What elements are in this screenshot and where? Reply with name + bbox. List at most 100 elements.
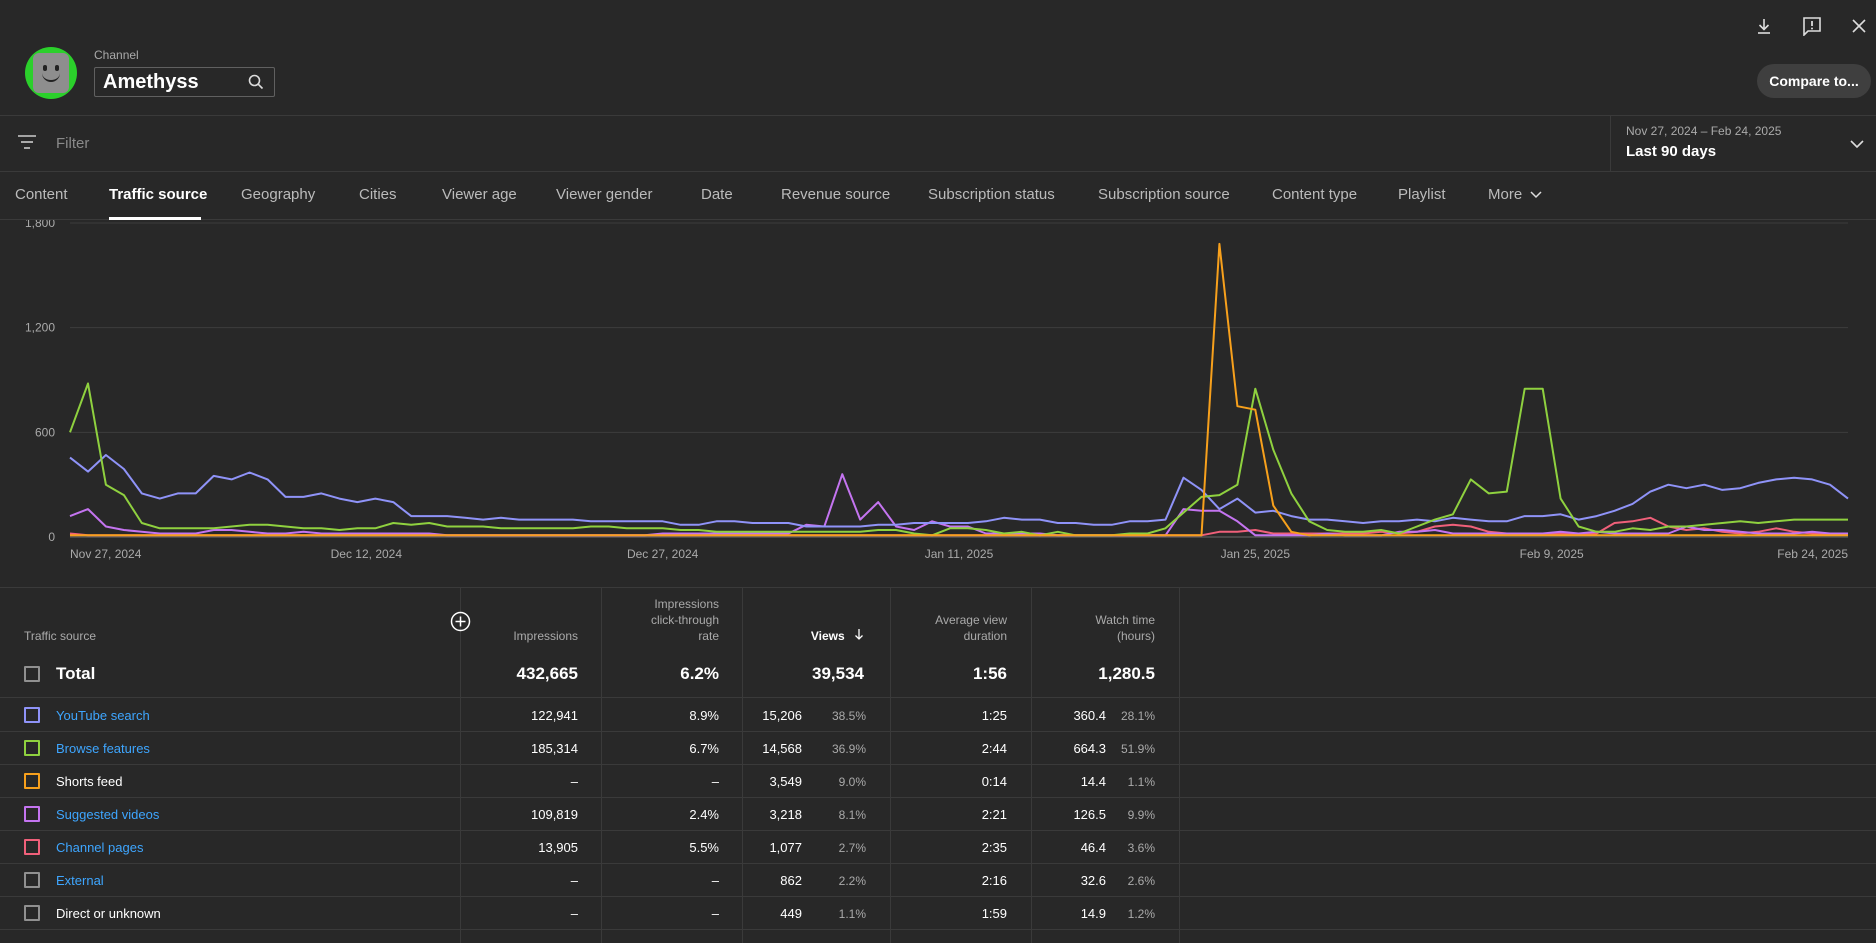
cell-views-pct: 36.9% <box>831 742 866 756</box>
tab-content[interactable]: Content <box>15 186 68 203</box>
tab-geography[interactable]: Geography <box>241 186 316 203</box>
total-avd: 1:56 <box>972 664 1007 683</box>
feedback-icon[interactable] <box>1800 14 1824 38</box>
filter-icon[interactable] <box>17 134 37 155</box>
download-icon[interactable] <box>1752 14 1776 38</box>
cell-avd: 2:35 <box>981 840 1007 855</box>
tab-more[interactable]: More <box>1488 186 1542 203</box>
row-checkbox[interactable] <box>24 666 40 682</box>
tab-bar: Content Traffic source Geography Cities … <box>0 172 1876 220</box>
header-traffic-source[interactable]: Traffic source <box>24 629 97 643</box>
header-views[interactable]: Views <box>811 628 864 644</box>
tab-subscription-source[interactable]: Subscription source <box>1098 186 1230 203</box>
cell-watch-time: 360.4 <box>1073 708 1106 723</box>
cell-avd: 2:16 <box>981 873 1007 888</box>
date-range-picker[interactable]: Nov 27, 2024 – Feb 24, 2025 Last 90 days <box>1610 116 1876 172</box>
cell-watch-time: 14.4 <box>1080 774 1106 789</box>
cell-avd: 0:14 <box>981 774 1007 789</box>
row-label[interactable]: Suggested videos <box>56 807 160 822</box>
header-avg-view-duration[interactable]: Average view duration <box>935 612 1007 644</box>
cell-watch-time: 46.4 <box>1080 840 1106 855</box>
cell-avd: 1:59 <box>981 906 1007 921</box>
channel-selector[interactable]: Amethyss <box>94 67 275 97</box>
cell-ctr: – <box>711 906 719 921</box>
total-impressions: 432,665 <box>516 664 578 683</box>
tab-date[interactable]: Date <box>701 186 733 203</box>
active-tab-indicator <box>109 217 201 220</box>
tab-more-label: More <box>1488 186 1523 203</box>
cell-views: 3,218 <box>769 807 802 822</box>
header-ctr-line: click-through <box>650 613 719 627</box>
row-checkbox[interactable] <box>24 872 40 888</box>
row-checkbox[interactable] <box>24 740 40 756</box>
total-views: 39,534 <box>812 664 864 683</box>
row-label[interactable]: External <box>56 873 104 888</box>
cell-watch-time: 32.6 <box>1080 873 1106 888</box>
cell-ctr: – <box>711 774 719 789</box>
filter-input[interactable]: Filter <box>56 135 90 152</box>
cell-ctr: 8.9% <box>689 708 719 723</box>
cell-avd: 2:21 <box>981 807 1007 822</box>
cell-views-pct: 1.1% <box>838 907 866 921</box>
row-label: Direct or unknown <box>56 906 161 921</box>
tab-revenue-source[interactable]: Revenue source <box>781 186 891 203</box>
row-checkbox[interactable] <box>24 905 40 921</box>
row-label[interactable]: YouTube search <box>56 708 150 723</box>
cell-impressions: 13,905 <box>538 840 578 855</box>
series-line-suggested-videos[interactable] <box>69 473 1848 537</box>
x-tick-label: Nov 27, 2024 <box>70 547 142 561</box>
traffic-chart: 0 600 1,200 1,800 Nov 27, 2024 Dec 12, 2024 De… <box>0 220 1876 587</box>
cell-views-pct: 38.5% <box>831 709 866 723</box>
close-icon[interactable] <box>1847 14 1871 38</box>
add-column-icon[interactable] <box>450 611 471 637</box>
table-row-total: Total 432,665 6.2% 39,534 1:56 1,280.5 <box>0 651 1876 698</box>
header-avd-line: duration <box>963 629 1007 643</box>
x-tick-label: Dec 27, 2024 <box>627 547 699 561</box>
row-label: Shorts feed <box>56 774 123 789</box>
channel-avatar <box>25 47 77 99</box>
header-watch-line: Watch time <box>1095 613 1155 627</box>
series-line-browse-features[interactable] <box>69 382 1848 537</box>
tab-playlist[interactable]: Playlist <box>1398 186 1446 203</box>
compare-button[interactable]: Compare to... <box>1757 64 1871 98</box>
tab-content-type[interactable]: Content type <box>1272 186 1358 203</box>
tab-viewer-gender[interactable]: Viewer gender <box>556 186 653 203</box>
row-label[interactable]: Channel pages <box>56 840 144 855</box>
table-row: Shorts feed – – 3,549 9.0% 0:14 14.4 1.1% <box>0 765 1876 798</box>
row-checkbox[interactable] <box>24 707 40 723</box>
cell-watch-pct: 3.6% <box>1127 841 1155 855</box>
series-line-shorts-feed[interactable] <box>70 242 1848 537</box>
total-watch-time: 1,280.5 <box>1098 664 1155 683</box>
cell-ctr: – <box>711 873 719 888</box>
row-checkbox[interactable] <box>24 773 40 789</box>
line-chart: 0 600 1,200 1,800 Nov 27, 2024 Dec 12, 2024 De… <box>25 220 1849 561</box>
tab-cities[interactable]: Cities <box>359 186 397 203</box>
chevron-down-icon <box>1530 191 1542 199</box>
x-tick-label: Feb 24, 2025 <box>1777 547 1848 561</box>
cell-watch-pct: 1.1% <box>1127 775 1155 789</box>
channel-label: Channel <box>94 48 139 62</box>
cell-avd: 1:25 <box>981 708 1007 723</box>
table-row: YouTube search 122,941 8.9% 15,206 38.5% 1:25… <box>0 699 1876 732</box>
cell-watch-pct: 2.6% <box>1127 874 1155 888</box>
row-checkbox[interactable] <box>24 806 40 822</box>
header-ctr[interactable]: Impressions click-through rate <box>651 596 719 644</box>
series-line-youtube-search[interactable] <box>69 454 1849 528</box>
table-row: Direct or unknown – – 449 1.1% 1:59 14.9 1.2% <box>0 897 1876 930</box>
header-watch-time[interactable]: Watch time (hours) <box>1095 612 1155 644</box>
tab-subscription-status[interactable]: Subscription status <box>928 186 1055 203</box>
header-watch-line: (hours) <box>1116 629 1155 643</box>
cell-watch-pct: 1.2% <box>1127 907 1155 921</box>
search-icon[interactable] <box>248 74 264 95</box>
cell-impressions: 122,941 <box>531 708 578 723</box>
row-checkbox[interactable] <box>24 839 40 855</box>
table-row: External – – 862 2.2% 2:16 32.6 2.6% <box>0 864 1876 897</box>
date-range-dates: Nov 27, 2024 – Feb 24, 2025 <box>1626 124 1782 138</box>
y-tick-label: 600 <box>35 425 55 439</box>
row-label[interactable]: Browse features <box>56 741 150 756</box>
tab-viewer-age[interactable]: Viewer age <box>442 186 517 203</box>
tab-traffic-source[interactable]: Traffic source <box>109 186 208 203</box>
cell-impressions: – <box>570 774 578 789</box>
cell-watch-time: 126.5 <box>1073 807 1106 822</box>
header-impressions[interactable]: Impressions <box>513 629 578 643</box>
